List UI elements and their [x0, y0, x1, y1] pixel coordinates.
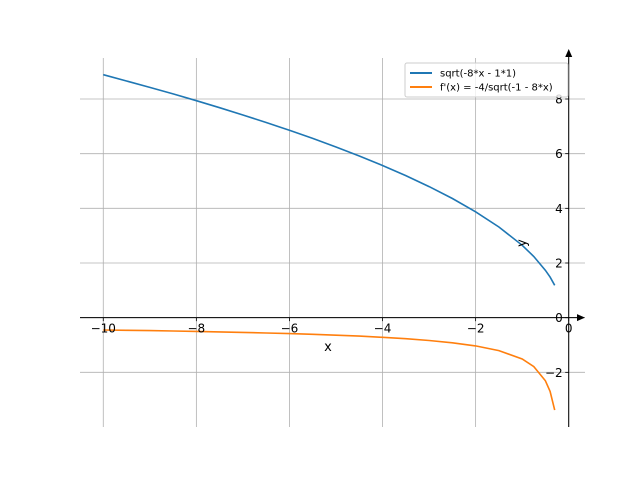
legend-label-sqrt: sqrt(-8*x - 1*1) — [440, 69, 516, 80]
x-tick-label: −10 — [91, 322, 116, 336]
axes — [80, 49, 585, 427]
y-tick-label: 2 — [555, 257, 563, 271]
x-tick-label: −6 — [281, 322, 299, 336]
y-tick-label: 0 — [555, 311, 563, 325]
tick-labels: −10 −8 −6 −4 −2 0 −2 0 2 4 6 8 — [91, 93, 573, 380]
y-tick-label: 4 — [555, 202, 563, 216]
y-axis-label: y — [515, 239, 530, 247]
x-axis-label: x — [324, 340, 332, 355]
derivative-line — [103, 329, 556, 411]
y-axis-arrow-icon — [565, 49, 573, 57]
y-tick-label: −2 — [545, 366, 563, 380]
x-tick-label: −8 — [188, 322, 206, 336]
x-tick-label: −4 — [374, 322, 392, 336]
series-lines — [103, 73, 556, 411]
legend-label-derivative: f'(x) = -4/sqrt(-1 - 8*x) — [440, 83, 553, 94]
y-tick-label: 6 — [555, 147, 563, 161]
legend: sqrt(-8*x - 1*1) f'(x) = -4/sqrt(-1 - 8*… — [404, 62, 569, 98]
x-tick-label: −2 — [467, 322, 485, 336]
legend-box — [404, 62, 569, 98]
y-tick-label: 8 — [555, 93, 563, 107]
grid — [80, 58, 585, 427]
x-axis-arrow-icon — [577, 314, 585, 322]
x-tick-label: 0 — [565, 322, 573, 336]
sqrt-line — [103, 73, 556, 286]
